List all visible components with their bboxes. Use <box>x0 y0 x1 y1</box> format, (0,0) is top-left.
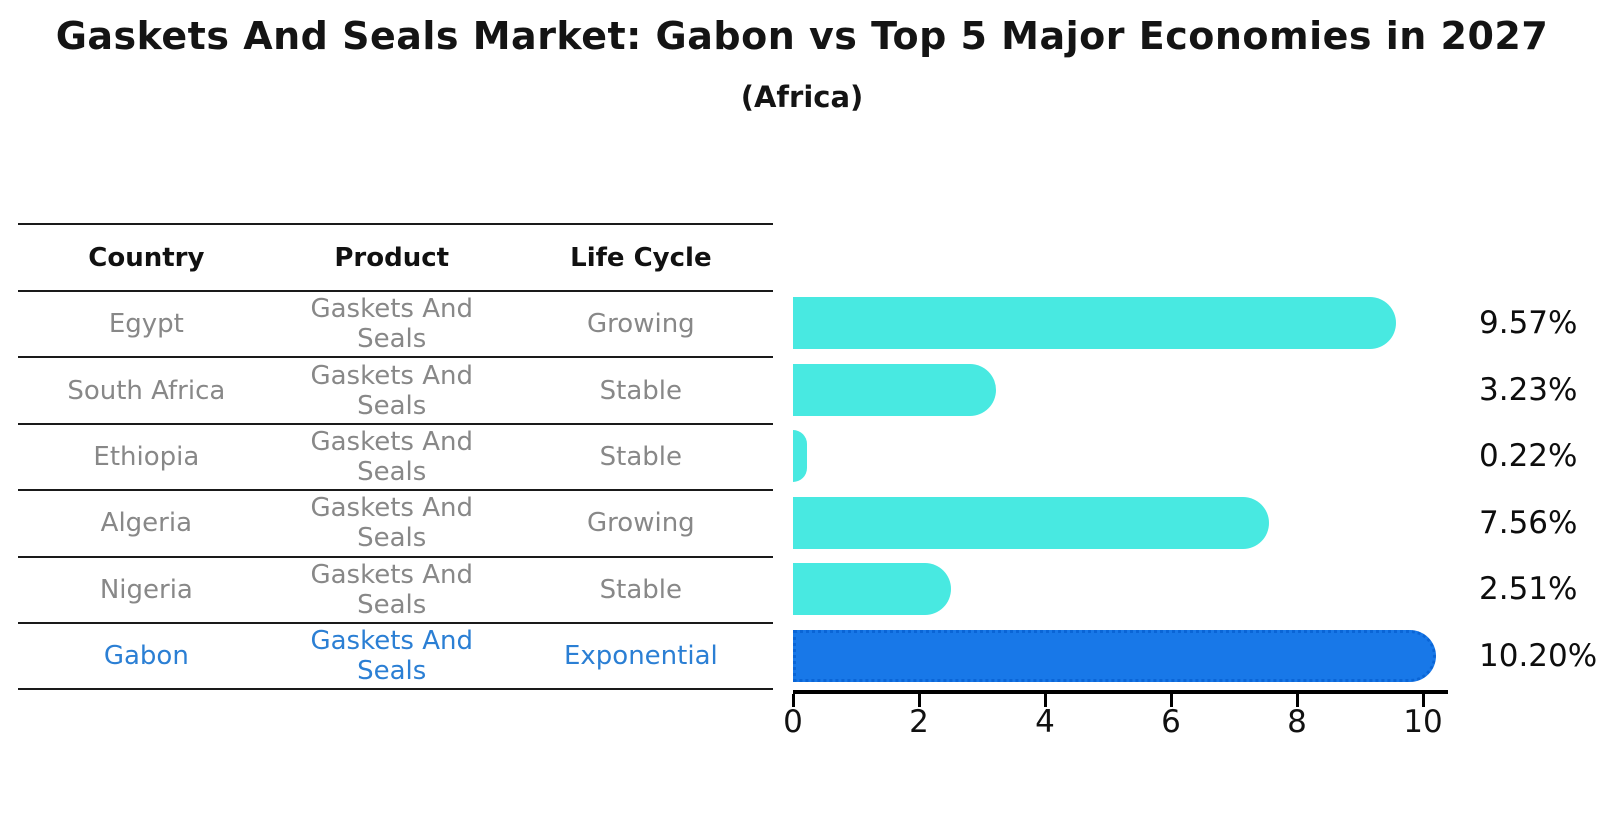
country-cell: South Africa <box>67 375 226 406</box>
bar-gabon <box>793 629 1436 682</box>
chart-title: Gaskets And Seals Market: Gabon vs Top 5… <box>55 14 1549 58</box>
bar-south-africa <box>793 363 997 416</box>
life-cycle-cell: Stable <box>599 574 683 605</box>
product-cell: Gaskets And Seals <box>310 559 473 620</box>
value-label-nigeria: 2.51% <box>1479 571 1578 607</box>
x-axis-tick-4 <box>1043 694 1047 707</box>
bar-ethiopia <box>793 430 807 482</box>
product-cell: Gaskets And Seals <box>310 426 473 487</box>
x-axis-tick-label-6: 6 <box>1161 704 1181 740</box>
table-row-nigeria: Nigeria Gaskets And Seals Stable <box>18 558 773 624</box>
table-row-egypt: Egypt Gaskets And Seals Growing <box>18 292 773 359</box>
table-header-row: Country Product Life Cycle <box>18 225 773 292</box>
country-info-table: Country Product Life Cycle Egypt Gaskets … <box>18 223 773 691</box>
x-axis-tick-label-0: 0 <box>783 704 803 740</box>
column-header-country: Country <box>88 242 205 273</box>
table-row-south-africa: South Africa Gaskets And Seals Stable <box>18 358 773 425</box>
life-cycle-cell: Stable <box>599 375 683 406</box>
x-axis-tick-label-2: 2 <box>909 704 929 740</box>
life-cycle-cell: Growing <box>587 508 695 539</box>
column-header-product: Product <box>334 242 450 273</box>
country-cell: Nigeria <box>99 574 193 605</box>
value-label-algeria: 7.56% <box>1479 504 1578 541</box>
column-header-life-cycle: Life Cycle <box>570 242 712 273</box>
x-axis-tick-10 <box>1421 694 1425 707</box>
value-label-south-africa: 3.23% <box>1479 371 1578 408</box>
value-label-ethiopia: 0.22% <box>1479 438 1578 474</box>
x-axis-tick-label-4: 4 <box>1035 704 1055 740</box>
chart-subtitle: (Africa) <box>740 80 864 114</box>
bar-nigeria <box>793 563 952 615</box>
product-cell: Gaskets And Seals <box>310 626 473 687</box>
product-cell: Gaskets And Seals <box>310 493 473 554</box>
country-cell: Ethiopia <box>93 441 200 472</box>
x-axis-tick-label-8: 8 <box>1287 704 1307 740</box>
x-axis-tick-8 <box>1295 694 1299 707</box>
x-axis-line <box>793 690 1448 694</box>
table-row-algeria: Algeria Gaskets And Seals Growing <box>18 491 773 558</box>
bar-egypt <box>793 297 1396 349</box>
x-axis-tick-label-10: 10 <box>1403 704 1443 740</box>
value-label-egypt: 9.57% <box>1479 305 1578 341</box>
x-axis-tick-6 <box>1169 694 1173 707</box>
product-cell: Gaskets And Seals <box>310 294 473 355</box>
x-axis-tick-0 <box>791 694 795 707</box>
life-cycle-cell: Exponential <box>563 641 718 672</box>
x-axis-tick-2 <box>917 694 921 707</box>
table-row-ethiopia: Ethiopia Gaskets And Seals Stable <box>18 425 773 492</box>
table-row-gabon: Gabon Gaskets And Seals Exponential <box>18 624 773 691</box>
life-cycle-cell: Growing <box>587 309 695 340</box>
country-cell: Algeria <box>100 508 193 539</box>
country-cell: Egypt <box>108 309 184 340</box>
country-cell: Gabon <box>103 641 189 672</box>
bar-algeria <box>793 496 1270 549</box>
product-cell: Gaskets And Seals <box>310 360 473 421</box>
value-label-gabon: 10.20% <box>1479 637 1598 674</box>
life-cycle-cell: Stable <box>599 441 683 472</box>
